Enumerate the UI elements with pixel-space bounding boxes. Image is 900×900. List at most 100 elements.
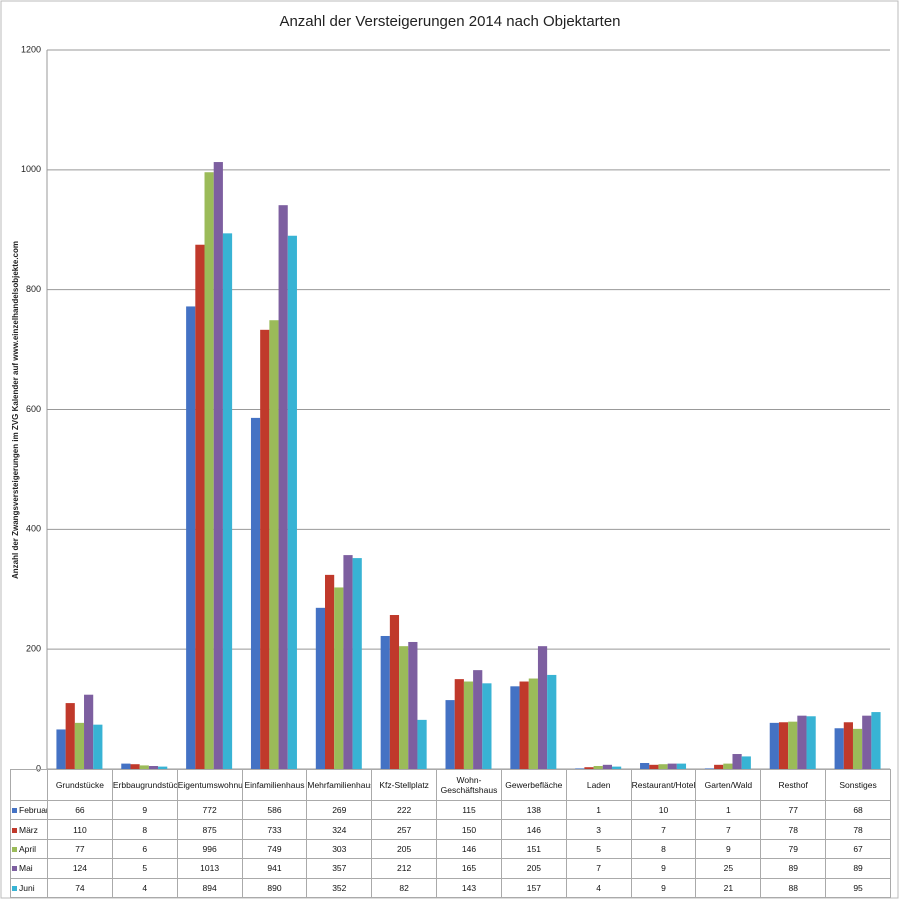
table-cell: 749 xyxy=(241,838,308,860)
table-cell: 146 xyxy=(500,819,567,840)
x-tick-label: Erbbaugrundstück xyxy=(111,769,178,801)
bar xyxy=(269,320,279,769)
table-cell: 890 xyxy=(241,877,308,898)
bar xyxy=(732,754,742,769)
bar xyxy=(519,681,529,769)
table-cell: 143 xyxy=(436,877,502,898)
x-tick-label: Garten/Wald xyxy=(695,769,762,801)
table-cell: 78 xyxy=(760,819,827,840)
bar xyxy=(121,763,131,769)
bar xyxy=(352,558,362,769)
bar xyxy=(473,670,483,769)
bar xyxy=(195,244,205,769)
legend-entry: Juni xyxy=(10,877,48,898)
bar xyxy=(399,646,409,769)
y-tick-label: 200 xyxy=(26,644,41,654)
bar xyxy=(528,678,538,769)
table-cell: 78 xyxy=(825,819,891,840)
x-tick-label: Kfz-Stellplatz xyxy=(371,769,438,801)
bar xyxy=(65,703,75,769)
table-cell: 4 xyxy=(111,877,178,898)
legend-entry: Februar xyxy=(10,799,48,821)
bar xyxy=(834,728,844,769)
corner-cell xyxy=(10,769,48,801)
bar xyxy=(704,768,715,769)
legend-entry: April xyxy=(10,838,48,860)
table-cell: 205 xyxy=(371,838,438,860)
x-tick-label: Grundstücke xyxy=(47,769,113,801)
bar xyxy=(769,722,779,769)
table-cell: 9 xyxy=(111,799,178,821)
table-cell: 212 xyxy=(371,858,438,879)
bar xyxy=(454,679,464,769)
chart-title: Anzahl der Versteigerungen 2014 nach Obj… xyxy=(279,13,620,30)
y-tick-label: 400 xyxy=(26,524,41,534)
table-cell: 772 xyxy=(176,799,243,821)
legend-entry: März xyxy=(10,819,48,840)
bar xyxy=(547,674,557,769)
table-cell: 67 xyxy=(825,838,891,860)
table-cell: 157 xyxy=(500,877,567,898)
table-cell: 941 xyxy=(241,858,308,879)
bar xyxy=(315,607,326,769)
table-cell: 82 xyxy=(371,877,438,898)
header-row: Grundstücke Erbbaugrundstück Eigentumswohn… xyxy=(10,769,891,801)
table-cell: 7 xyxy=(630,819,697,840)
bar xyxy=(741,756,751,769)
y-tick-label: 1200 xyxy=(21,44,41,54)
table-cell: 10 xyxy=(630,799,697,821)
bar xyxy=(463,681,474,769)
legend-label: März xyxy=(19,824,38,835)
table-row: Februar 66 9 772 586 269 222 115 138 1 10 1 77 68 xyxy=(10,799,891,821)
table-cell: 9 xyxy=(695,838,762,860)
legend-swatch xyxy=(12,885,17,891)
table-cell: 324 xyxy=(306,819,373,840)
bar xyxy=(871,712,881,769)
table-cell: 894 xyxy=(176,877,243,898)
bar xyxy=(843,722,853,769)
table-cell: 5 xyxy=(111,858,178,879)
table-cell: 115 xyxy=(436,799,502,821)
table-cell: 74 xyxy=(47,877,113,898)
x-tick-label: Resthof xyxy=(760,769,827,801)
bar xyxy=(584,767,594,769)
data-table: Grundstücke Erbbaugrundstück Eigentumswohn… xyxy=(10,769,891,898)
bar xyxy=(260,329,270,769)
bar xyxy=(788,721,798,769)
bar xyxy=(148,766,159,769)
legend-label: Februar xyxy=(19,805,48,816)
table-row: März 110 8 875 733 324 257 150 146 3 7 7 78 78 xyxy=(10,819,891,840)
y-tick-label: 0 xyxy=(36,763,41,773)
table-cell: 357 xyxy=(306,858,373,879)
table-cell: 25 xyxy=(695,858,762,879)
table-cell: 996 xyxy=(176,838,243,860)
table-cell: 79 xyxy=(760,838,827,860)
bar xyxy=(602,764,612,769)
table-cell: 146 xyxy=(436,838,502,860)
bar xyxy=(537,646,548,769)
table-cell: 77 xyxy=(47,838,113,860)
table-cell: 150 xyxy=(436,819,502,840)
bar xyxy=(278,205,288,769)
bar xyxy=(445,700,455,769)
bar xyxy=(84,694,94,769)
bar xyxy=(778,722,789,769)
table-cell: 733 xyxy=(241,819,308,840)
table-cell: 138 xyxy=(500,799,567,821)
table-cell: 205 xyxy=(500,858,567,879)
table-cell: 352 xyxy=(306,877,373,898)
legend-entry: Mai xyxy=(10,858,48,879)
table-cell: 8 xyxy=(630,838,697,860)
table-cell: 110 xyxy=(47,819,113,840)
table-row: April 77 6 996 749 303 205 146 151 5 8 9 79 67 xyxy=(10,838,891,860)
y-axis-label: Anzahl der Zwangsversteigerungen im ZVG … xyxy=(11,241,20,579)
table-cell: 165 xyxy=(436,858,502,879)
bar xyxy=(250,417,261,769)
bar xyxy=(222,233,233,770)
x-tick-label: Restaurant/Hotel xyxy=(630,769,697,801)
bar xyxy=(325,574,335,769)
table-row: Mai 124 5 1013 941 357 212 165 205 7 9 25 89 89 xyxy=(10,858,891,879)
bar xyxy=(852,728,863,769)
bar xyxy=(130,764,140,769)
